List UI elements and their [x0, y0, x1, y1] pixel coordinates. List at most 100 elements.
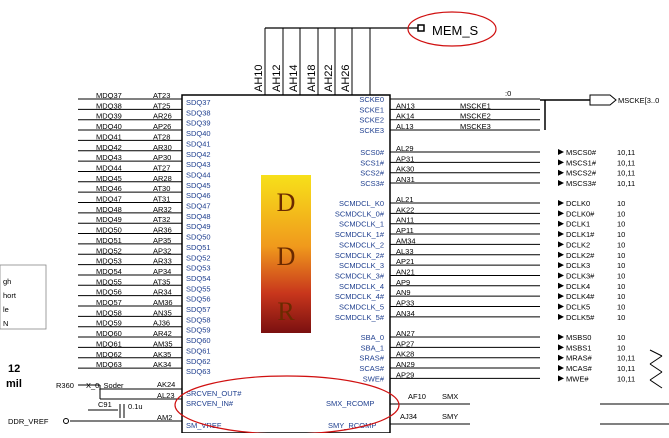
right-pin-name: SWE#: [363, 374, 385, 383]
ah-pin-label: AH26: [340, 64, 352, 92]
left-net-label: MDQ61: [96, 339, 122, 348]
right-net-label: MSCS0#: [566, 148, 597, 157]
left-pin-name: SDQ49: [186, 222, 211, 231]
right-pin-number: AP31: [396, 154, 414, 163]
srcven-in-pin: AL23: [157, 391, 175, 400]
right-net-label: DCLK4#: [566, 292, 595, 301]
left-pin-name: SDQ57: [186, 305, 211, 314]
net-arrow: [558, 169, 564, 176]
left-pin-number: AT30: [153, 184, 170, 193]
page-ref: 10: [617, 261, 625, 270]
page-ref: 10,11: [617, 148, 635, 157]
net-arrow: [558, 200, 564, 206]
ddr-gradient-block: [261, 175, 311, 333]
right-pin-name: SCMDCLK_4: [339, 282, 384, 291]
left-pin-number: AR28: [153, 174, 172, 183]
left-pin-number: AT25: [153, 101, 170, 110]
left-pin-name: SDQ58: [186, 315, 211, 324]
right-pin-name: SCMDCLK_1: [339, 220, 384, 229]
page-ref: 10,11: [617, 158, 635, 167]
right-pin-name: SCKE2: [359, 116, 384, 125]
cke-bus-flag[interactable]: MSCKE[3..0: [545, 94, 659, 106]
left-pin-name: SDQ63: [186, 367, 211, 376]
rcomp-y-pin: AJ34: [400, 412, 417, 421]
right-pin-number: AN21: [396, 267, 415, 276]
right-net-label: DCLK5#: [566, 313, 595, 322]
net-arrow: [558, 180, 564, 187]
left-pin-name: SDQ51: [186, 243, 211, 252]
cke-bus-label: MSCKE[3..0: [618, 96, 659, 105]
net-arrow: [558, 149, 564, 155]
right-pin-number: AL21: [396, 195, 414, 204]
left-pin-name: SDQ55: [186, 284, 211, 293]
right-pin-name: SCMDCL_K0: [339, 199, 384, 208]
right-net-label: DCLK1#: [566, 230, 595, 239]
right-pin-name: SCMDCLK_1#: [335, 230, 385, 239]
right-pin-name: SCS0#: [360, 148, 385, 157]
right-pin-name: SCKE1: [359, 105, 384, 114]
left-pin-number: AP34: [153, 267, 171, 276]
left-net-label: MDQ39: [96, 112, 122, 121]
side-note: le: [3, 305, 9, 314]
left-net-label: MDQ58: [96, 308, 122, 317]
right-net-label: MSCS3#: [566, 179, 597, 188]
left-net-label: MDQ42: [96, 143, 122, 152]
side-number: 12: [8, 363, 20, 375]
mem-s-net[interactable]: MEM_S: [370, 11, 497, 47]
rcomp-x-pin: AF10: [408, 392, 426, 401]
right-pin-name: SCMDCLK_2: [339, 240, 384, 249]
right-net-label: DCLK5: [566, 303, 590, 312]
left-pin-name: SDQ42: [186, 150, 211, 159]
right-pin-name: SCS1#: [360, 158, 385, 167]
page-ref: 10: [617, 240, 625, 249]
right-net-label: DCLK3#: [566, 271, 595, 280]
right-net-label: MSCS1#: [566, 158, 597, 167]
left-net-label: MDQ56: [96, 288, 122, 297]
left-pin-name: SDQ60: [186, 336, 211, 345]
left-pin-rows: MDQ37 AT23 SDQ37 MDQ38 AT25 SDQ38 MDQ39 AR26 SDQ…: [78, 91, 211, 376]
right-pin-number: AP33: [396, 299, 414, 308]
left-pin-number: AT32: [153, 215, 170, 224]
right-pin-number: AN11: [396, 216, 414, 225]
left-pin-number: AP32: [153, 246, 171, 255]
ah-pin-label: AH10: [253, 64, 265, 92]
right-net-label: MWE#: [566, 374, 589, 383]
right-pin-name: SCMDCLK_5: [339, 303, 384, 312]
page-ref: 10,11: [617, 364, 635, 373]
left-pin-name: SDQ38: [186, 108, 211, 117]
rcomp-x-name: SMX_RCOMP: [326, 399, 374, 408]
net-arrow: [558, 354, 564, 361]
right-pin-name: SRAS#: [359, 354, 384, 363]
right-pin-number: AN27: [396, 329, 415, 338]
ddr-letter-1: D: [277, 188, 296, 217]
right-pin-number: AP11: [396, 226, 414, 235]
right-pin-number: AN13: [396, 101, 415, 110]
net-arrow: [558, 344, 564, 351]
right-pin-number: AP27: [396, 339, 414, 348]
right-net-label: MSBS0: [566, 333, 591, 342]
left-pin-number: AJ36: [153, 319, 170, 328]
sm-vref-name: SM_VREF: [186, 421, 222, 430]
right-pin-name: SCMDCLK_3#: [335, 271, 385, 280]
side-note: N: [3, 319, 8, 328]
right-pin-name: SCKE0: [359, 95, 384, 104]
page-ref: 10: [617, 230, 625, 239]
srcven-out-pin: AK24: [157, 380, 175, 389]
net-arrow: [558, 231, 564, 238]
left-pin-name: SDQ50: [186, 233, 211, 242]
net-arrow: [558, 220, 564, 227]
left-net-label: MDQ43: [96, 153, 122, 162]
right-pin-name: SCS3#: [360, 179, 385, 188]
left-net-label: MDQ60: [96, 329, 122, 338]
page-ref: 10,11: [617, 169, 635, 178]
left-pin-number: AP26: [153, 122, 171, 131]
left-net-label: MDQ37: [96, 91, 122, 100]
left-pin-number: AT35: [153, 277, 170, 286]
net-arrow: [558, 262, 564, 269]
left-pin-number: AT28: [153, 132, 170, 141]
right-pin-name: SCS2#: [360, 169, 385, 178]
right-pin-name: SBA_0: [361, 333, 384, 342]
left-pin-name: SDQ46: [186, 191, 211, 200]
